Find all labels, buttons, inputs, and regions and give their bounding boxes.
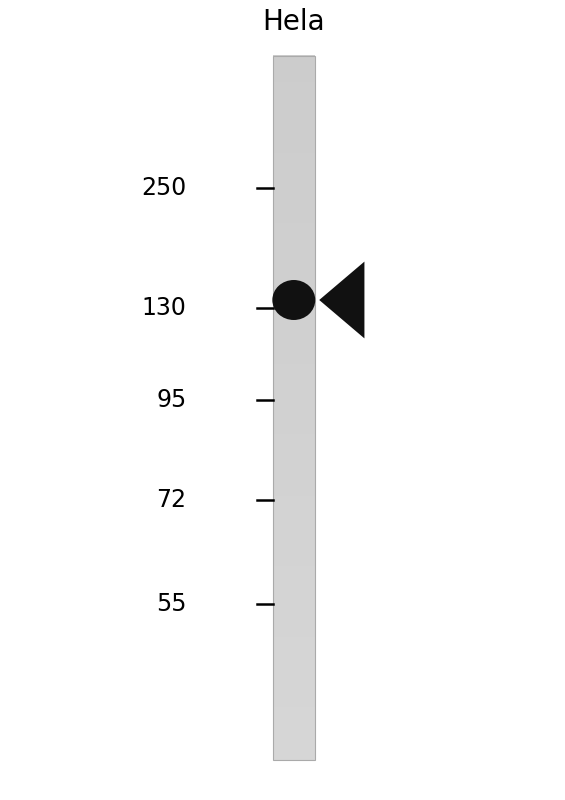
Bar (273, 258, 315, 267)
Bar (273, 425, 315, 434)
Bar (273, 654, 315, 663)
Bar (273, 750, 315, 760)
Bar (273, 363, 315, 373)
Bar (273, 706, 315, 716)
Bar (273, 328, 315, 338)
Bar (273, 275, 315, 285)
Bar (273, 671, 315, 681)
Bar (273, 346, 315, 355)
Bar (273, 354, 315, 364)
Bar (273, 715, 315, 725)
Bar (273, 434, 315, 443)
Bar (273, 469, 315, 478)
Bar (273, 566, 315, 575)
Bar (273, 143, 315, 153)
Bar (273, 645, 315, 654)
Bar (273, 187, 315, 197)
Bar (273, 742, 315, 751)
Bar (273, 416, 315, 426)
Bar (273, 293, 315, 302)
Bar (273, 134, 315, 144)
Bar (273, 205, 315, 214)
Bar (273, 583, 315, 593)
Bar (273, 108, 315, 118)
Bar (273, 152, 315, 162)
Bar (273, 398, 315, 408)
Bar (273, 117, 315, 126)
Bar (273, 689, 315, 698)
Bar (273, 504, 315, 514)
Bar (273, 610, 315, 619)
Bar (273, 451, 315, 461)
Bar (273, 231, 315, 241)
Bar (273, 539, 315, 549)
Bar (273, 170, 315, 179)
Bar (273, 390, 315, 399)
Bar (273, 214, 315, 223)
Bar (273, 522, 315, 531)
Bar (273, 284, 315, 294)
Bar (273, 64, 315, 74)
Ellipse shape (272, 280, 315, 320)
Bar (273, 56, 315, 760)
Bar (273, 73, 315, 82)
Bar (273, 319, 315, 329)
Bar (273, 636, 315, 646)
Bar (273, 337, 315, 346)
Text: 250: 250 (141, 176, 186, 200)
Bar (273, 90, 315, 100)
Bar (273, 627, 315, 637)
Bar (273, 495, 315, 505)
Text: 72: 72 (157, 488, 186, 512)
Bar (273, 618, 315, 628)
Text: 95: 95 (156, 388, 186, 412)
Bar (273, 55, 315, 65)
Bar (273, 196, 315, 206)
Bar (273, 178, 315, 188)
Bar (273, 601, 315, 610)
Bar (273, 266, 315, 276)
Bar (273, 249, 315, 258)
Bar (273, 486, 315, 496)
Bar (273, 460, 315, 470)
Bar (273, 310, 315, 320)
Bar (273, 530, 315, 540)
Bar (273, 662, 315, 672)
Bar (273, 680, 315, 690)
Polygon shape (319, 262, 364, 338)
Bar (273, 513, 315, 522)
Bar (273, 381, 315, 390)
Bar (273, 478, 315, 487)
Bar (273, 698, 315, 707)
Bar (273, 161, 315, 170)
Bar (273, 99, 315, 109)
Bar (273, 724, 315, 734)
Bar (273, 592, 315, 602)
Bar (273, 372, 315, 382)
Bar (273, 240, 315, 250)
Bar (273, 442, 315, 452)
Bar (273, 222, 315, 232)
Bar (273, 548, 315, 558)
Text: 55: 55 (156, 592, 186, 616)
Bar (273, 126, 315, 135)
Bar (273, 557, 315, 566)
Bar (273, 302, 315, 311)
Bar (273, 82, 315, 91)
Bar (273, 733, 315, 742)
Bar (273, 407, 315, 417)
Text: 130: 130 (142, 296, 186, 320)
Text: Hela: Hela (263, 8, 325, 36)
Bar (273, 574, 315, 584)
